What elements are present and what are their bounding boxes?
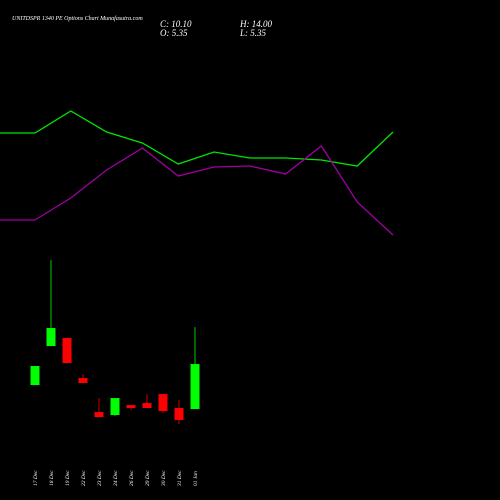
open-label: O: 5.35 [160, 28, 188, 38]
close-label: C: 10.10 [160, 19, 192, 29]
candle-body [142, 403, 152, 408]
candle-body [190, 364, 200, 410]
x-tick-label: 19 Dec [65, 470, 71, 486]
candle-body [62, 337, 72, 364]
chart-title: UNITDSPR 1340 PE Options Chart Munafasut… [12, 15, 143, 22]
x-tick-label: 24 Dec [112, 470, 119, 486]
x-tick-label: 26 Dec [129, 470, 135, 486]
x-tick-label: 29 Dec [145, 470, 151, 486]
x-tick-label: 18 Dec [49, 470, 55, 486]
x-tick-label: 22 Dec [81, 470, 87, 486]
candle-body [174, 407, 184, 421]
x-tick-label: 23 Dec [97, 470, 103, 486]
x-tick-label: 01 Jan [193, 471, 199, 486]
candle-body [158, 394, 168, 412]
candle-body [78, 378, 88, 383]
x-tick-label: 30 Dec [161, 470, 167, 487]
candle-body [94, 412, 104, 418]
candle-body [46, 328, 56, 347]
line-series [34, 145, 394, 236]
candle-body [30, 366, 40, 386]
candle-body [110, 398, 120, 416]
low-label: L: 5.35 [239, 28, 267, 38]
line-series [34, 110, 394, 167]
candle-body [126, 405, 136, 408]
high-label: H: 14.00 [239, 19, 272, 29]
x-tick-label: 31 Dec [177, 470, 183, 487]
x-tick-label: 17 Dec [33, 470, 39, 486]
